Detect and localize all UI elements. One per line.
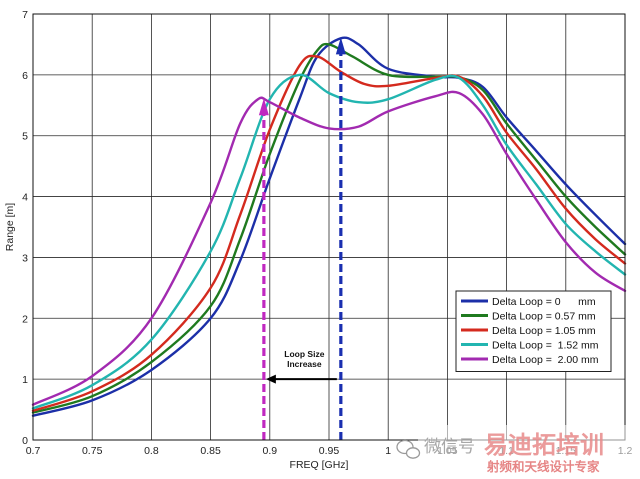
loop-size-arrow-head — [265, 374, 276, 384]
loop-size-label-line-2: Increase — [287, 359, 322, 369]
y-tick-label: 7 — [22, 9, 28, 21]
legend-entry-5: Delta Loop = 2.00 mm — [492, 354, 599, 366]
x-tick-label: 0.9 — [262, 445, 277, 457]
dashed-arrow-head-1 — [258, 98, 269, 116]
watermark-wechat-text: 微信号 — [424, 437, 475, 457]
wechat-icon — [396, 439, 421, 459]
watermark-brand-text: 易迪拓培训 — [484, 431, 604, 459]
legend-entry-4: Delta Loop = 1.52 mm — [492, 340, 599, 352]
x-tick-label: 1 — [385, 445, 391, 457]
legend: Delta Loop = 0 mm Delta Loop = 0.57 mm Del… — [455, 290, 612, 372]
series-line-4 — [31, 73, 627, 410]
y-axis-title: Range [m] — [4, 203, 16, 252]
y-tick-label: 2 — [22, 313, 28, 325]
y-tick-label: 6 — [22, 70, 28, 82]
axis-labels: FREQ [GHz] Range [m] — [4, 203, 349, 471]
watermark-sub-text: 射频和天线设计专家 — [486, 459, 600, 474]
legend-entry-2: Delta Loop = 0.57 mm — [492, 311, 596, 323]
loop-size-label-line-1: Loop Size — [284, 349, 324, 359]
y-tick-label: 4 — [22, 192, 28, 204]
y-tick-label: 3 — [22, 252, 28, 264]
y-tick-label: 5 — [22, 131, 28, 143]
series-line-5 — [31, 90, 627, 406]
x-tick-label: 0.8 — [144, 445, 159, 457]
wechat-icon-bubble-large — [396, 439, 414, 455]
series-line-1 — [31, 36, 627, 417]
series-line-3 — [31, 54, 627, 412]
watermark-backdrop — [418, 425, 636, 475]
y-tick-label: 0 — [22, 435, 28, 447]
legend-entry-1: Delta Loop = 0 mm — [492, 296, 596, 308]
wechat-icon-bubble-small — [405, 447, 421, 459]
plot-frame — [32, 13, 626, 441]
plot-border — [32, 13, 626, 441]
dashed-arrow-head-2 — [335, 37, 346, 55]
x-tick-label: 0.75 — [82, 445, 103, 457]
x-tick-label: 0.7 — [26, 445, 41, 457]
y-tick-label: 1 — [22, 374, 28, 386]
legend-entry-3: Delta Loop = 1.05 mm — [492, 325, 596, 337]
x-tick-label: 0.95 — [319, 445, 340, 457]
x-tick-label: 0.85 — [200, 445, 221, 457]
x-axis-title: FREQ [GHz] — [290, 459, 349, 471]
